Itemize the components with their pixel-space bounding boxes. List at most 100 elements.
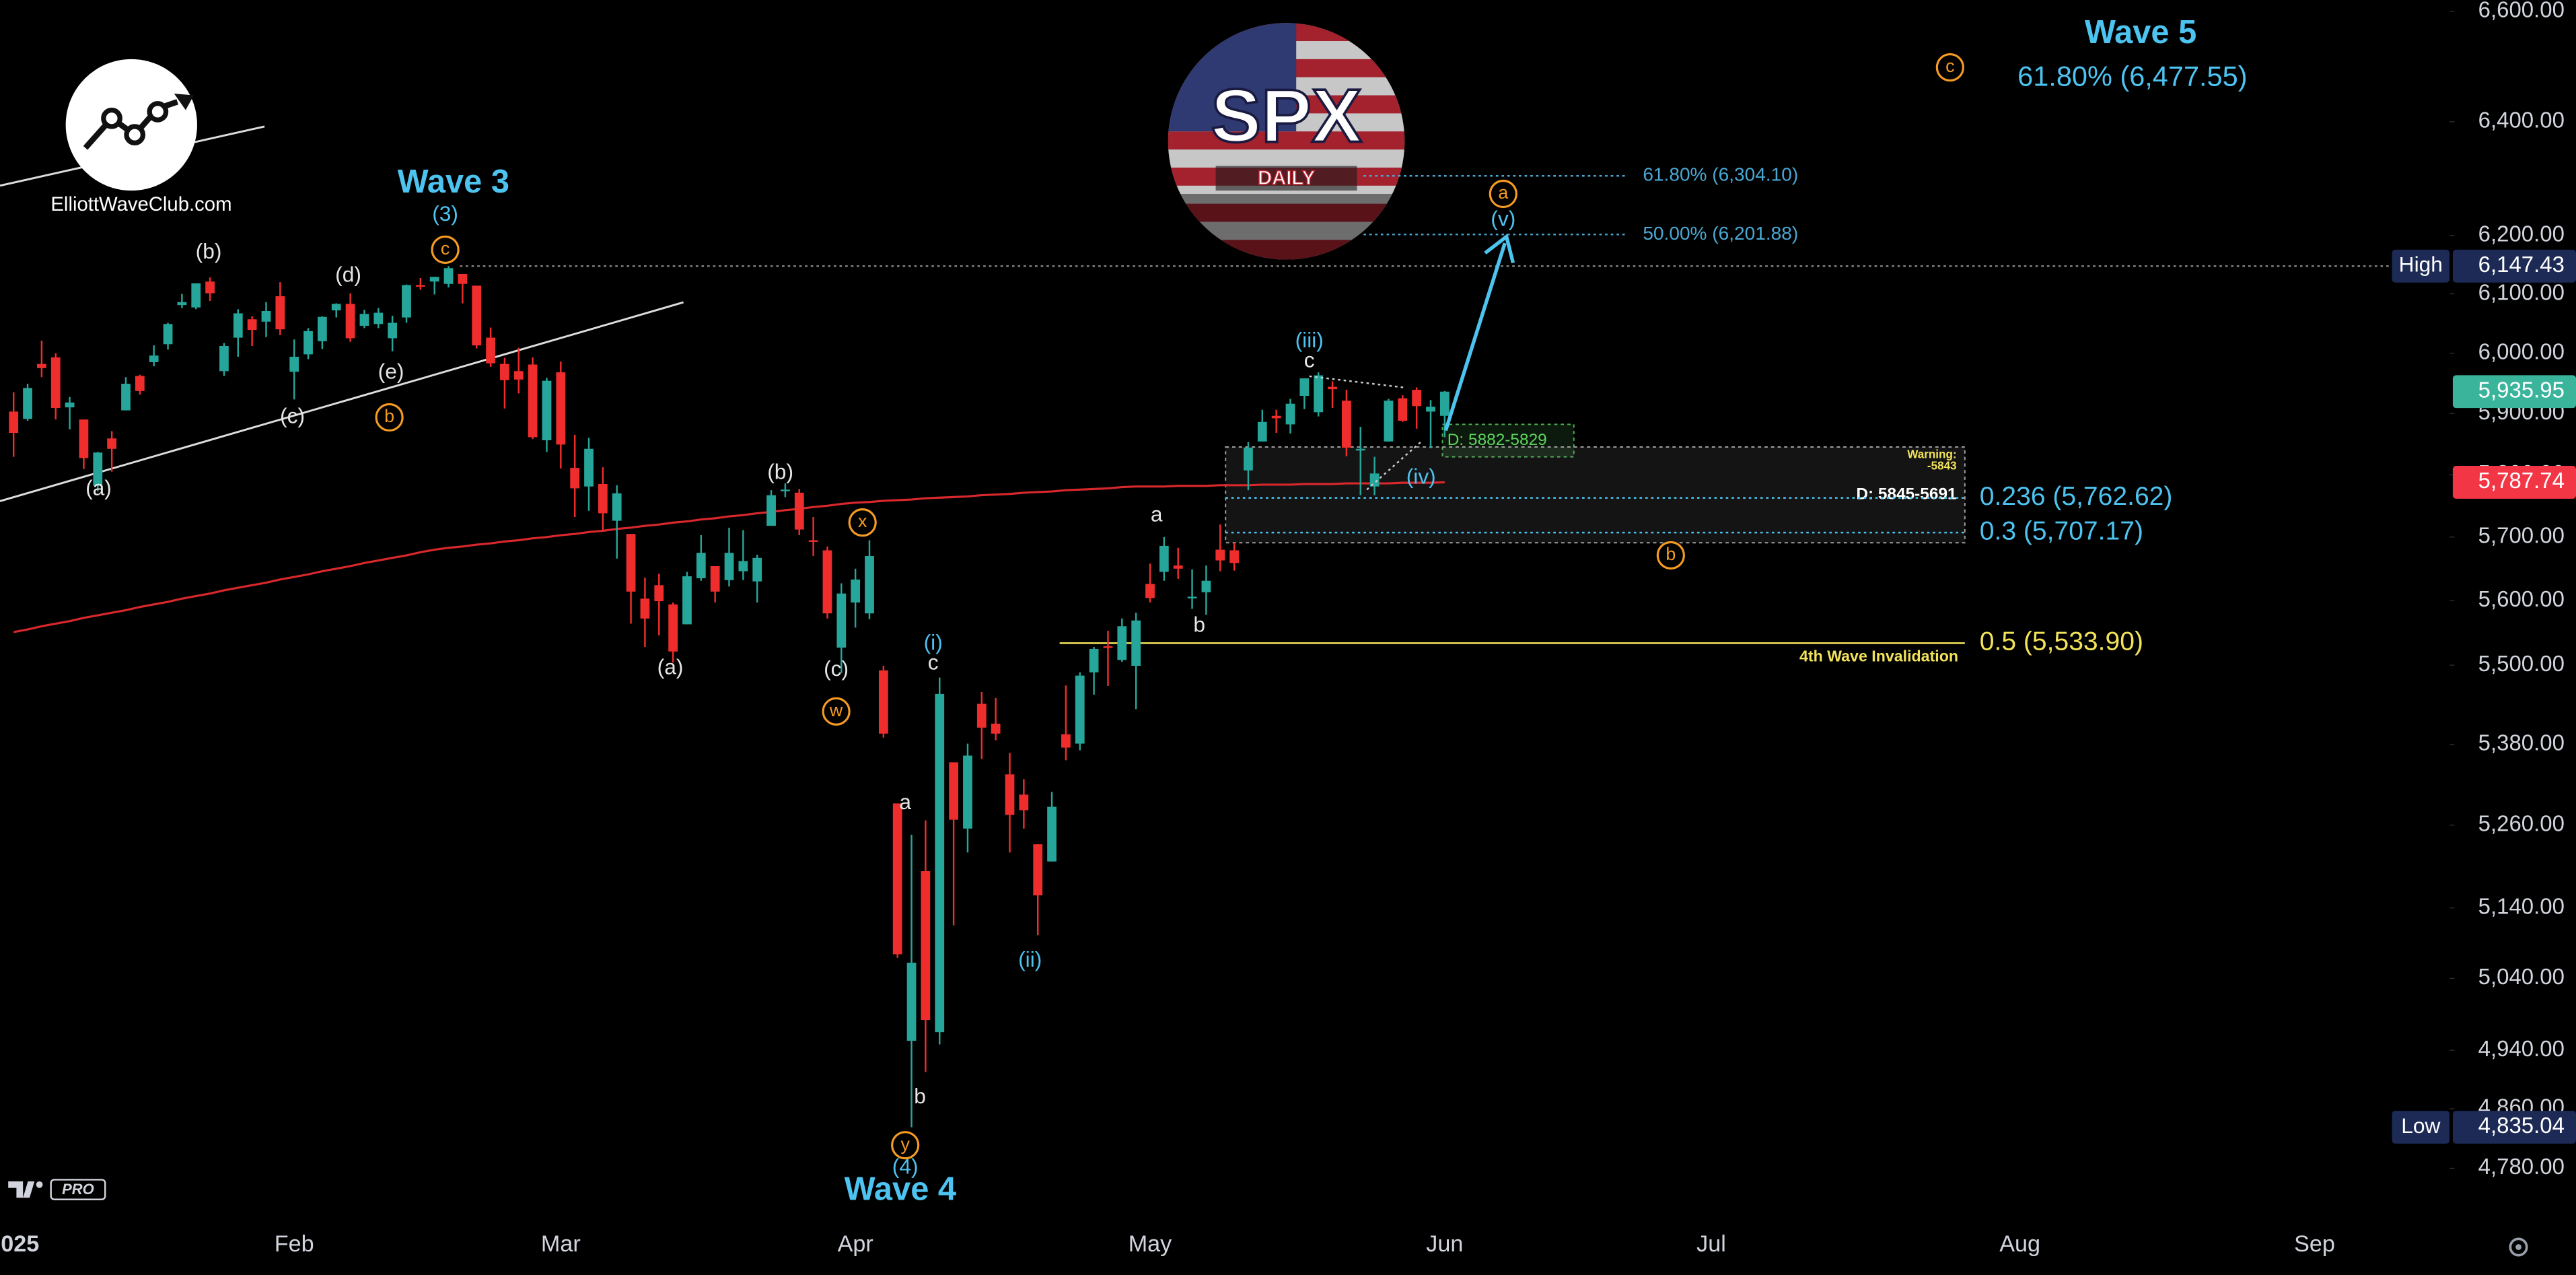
price-tag [2452,375,2576,409]
candle-body [500,364,509,380]
y-tick-label: 5,700.00 [2478,523,2565,548]
tv-badge: PRO [8,1179,106,1200]
settings-icon[interactable] [2509,1237,2528,1257]
logo-arrow [174,94,194,110]
candle-body [570,468,580,489]
candle-body [402,285,411,318]
candle-body [949,762,958,820]
x-tick-label: May [1129,1231,1172,1257]
candle-body [542,380,552,441]
candle-body [1299,378,1310,397]
wave-circle [431,235,460,265]
candle-body [1244,447,1253,471]
wave-label: c [441,238,450,259]
candle-body [710,565,720,592]
wave-label: c [1304,347,1315,372]
candle-body [892,803,902,955]
candle-body [1398,398,1408,421]
price-tag-label: 6,147.43 [2478,252,2565,277]
candle-body [1215,549,1225,561]
candle-body [654,585,664,602]
candle-body [921,871,931,1020]
wave-label: c [928,650,939,674]
candle-body [388,322,398,339]
wave-label: (iii) [1295,328,1324,352]
candle-body [682,576,692,625]
candle-body [752,557,762,582]
y-tick-label: 6,200.00 [2478,221,2565,246]
x-tick-label: Feb [275,1231,314,1257]
candle-body [317,316,327,341]
candle-body [205,281,215,294]
settings-gear[interactable] [2509,1237,2528,1257]
candle-body [121,384,131,411]
candle-body [1145,584,1155,598]
candle-body [261,310,271,322]
level-label: 0.236 (5,762.62) [1980,482,2173,511]
wave-label: b [1193,612,1205,636]
price-tag [2452,249,2576,283]
candle-body [107,438,117,449]
candle-body [247,319,257,331]
wave-label: b [914,1084,926,1108]
wave-circle [1656,541,1685,570]
price-tag-label: 5,787.74 [2478,468,2565,493]
x-tick-label: Aug [1999,1231,2040,1257]
candle-body [163,324,173,345]
logo-dot [147,101,169,123]
candle-body [808,540,818,542]
y-tick-label: 5,260.00 [2478,811,2565,835]
arrow-head [1484,233,1515,264]
badge-box [50,1179,106,1200]
zone-label: D: 5882-5829 [1447,431,1547,449]
candle-body [1271,415,1281,419]
candle-body [1328,386,1337,390]
candle-body [1384,401,1394,442]
y-tick-label: 6,600.00 [2478,0,2565,22]
wave-label: (v) [1491,206,1515,230]
candle-body [93,452,103,486]
y-tick-label: 5,600.00 [2478,586,2565,611]
wave-label: (a) [85,476,112,500]
candle-body [878,670,888,734]
logo-dot [124,124,146,146]
x-tick-label: Sep [2294,1231,2335,1257]
candle-body [1005,774,1015,815]
candle-body [556,372,566,445]
invalidation-label: 4th Wave Invalidation [1799,647,1958,664]
candle-body [1131,620,1141,666]
y-tick-label: 4,780.00 [2478,1154,2565,1179]
candle-body [513,371,524,380]
wave-label: (a) [657,655,684,679]
price-tag [2452,466,2576,499]
wave-label: b [1666,544,1676,564]
level-label: 0.5 (5,533.90) [1980,627,2143,656]
candle-body [640,598,650,619]
candle-body [443,268,454,284]
badge-text: PRO [62,1181,94,1198]
tv-logo-dot [36,1181,43,1188]
candle-body [331,304,341,311]
wave-label: (c) [280,403,305,427]
candle-body [1369,473,1380,487]
wave-circle [822,697,851,726]
candle-body [1355,448,1365,451]
candle-body [50,357,61,409]
settings-hub[interactable] [2515,1244,2521,1250]
candle-body [79,419,89,458]
candle-body [65,402,75,408]
candle-body [472,285,482,346]
candle-body [23,388,32,419]
price-tag-name-box [2392,249,2450,283]
wave-label: c [1945,56,1954,76]
wave-label: (iv) [1406,464,1436,489]
wave-circle [891,1131,920,1160]
brand-name: ElliottWaveClub.com [50,193,231,215]
wave-label: (ii) [1018,947,1042,971]
candle-body [359,314,369,326]
level-label: 0.3 (5,707.17) [1980,516,2143,545]
candle-body [373,312,384,324]
candle-body [1439,391,1450,416]
